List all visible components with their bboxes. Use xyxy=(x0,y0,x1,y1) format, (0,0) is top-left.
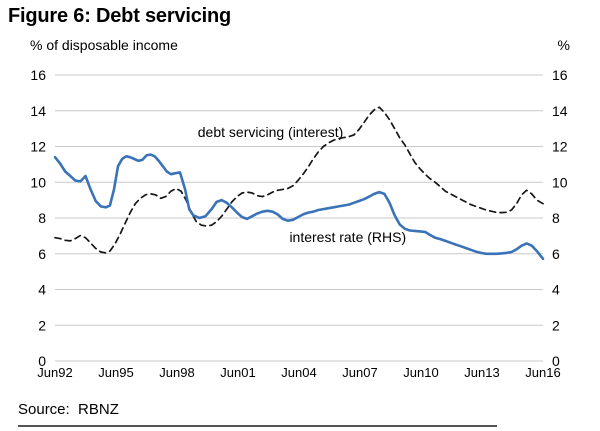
y-axis-tick-label-right: 16 xyxy=(552,67,568,83)
y-axis-tick-label-right: 2 xyxy=(552,317,560,333)
right-axis-unit-label: % xyxy=(557,37,570,53)
series-label: interest rate (RHS) xyxy=(289,229,406,245)
footer-divider xyxy=(18,425,497,427)
y-axis-tick-label-right: 4 xyxy=(552,282,560,298)
source-note: Source: RBNZ xyxy=(18,401,119,418)
x-axis-tick-label: Jun07 xyxy=(342,365,377,380)
y-axis-tick-label-left: 8 xyxy=(38,210,46,226)
x-axis-tick-label: Jun98 xyxy=(159,365,194,380)
x-axis-tick-label: Jun10 xyxy=(403,365,438,380)
y-axis-tick-label-left: 10 xyxy=(30,174,46,190)
y-axis-tick-label-left: 6 xyxy=(38,246,46,262)
y-axis-tick-label-left: 12 xyxy=(30,139,46,155)
left-axis-unit-label: % of disposable income xyxy=(30,37,178,53)
y-axis-tick-label-right: 12 xyxy=(552,139,568,155)
series-line-debt-servicing xyxy=(54,106,544,254)
y-axis-tick-label-right: 0 xyxy=(552,353,560,369)
x-axis-tick-label: Jun95 xyxy=(98,365,133,380)
y-axis-tick-label-left: 16 xyxy=(30,67,46,83)
y-axis-tick-label-right: 10 xyxy=(552,174,568,190)
y-axis-tick-label-right: 6 xyxy=(552,246,560,262)
series-line-interest-rate xyxy=(53,153,545,261)
x-axis-tick-label: Jun13 xyxy=(464,365,499,380)
y-axis-tick-label-left: 0 xyxy=(38,353,46,369)
y-axis-tick-label-right: 14 xyxy=(552,103,568,119)
x-axis-tick-label: Jun92 xyxy=(37,365,72,380)
x-axis-tick-label: Jun16 xyxy=(525,365,560,380)
y-axis-tick-label-left: 14 xyxy=(30,103,46,119)
series-label: debt servicing (interest) xyxy=(198,124,344,140)
y-axis-tick-label-right: 8 xyxy=(552,210,560,226)
x-axis-tick-label: Jun01 xyxy=(220,365,255,380)
y-axis-tick-label-left: 4 xyxy=(38,282,46,298)
figure-title: Figure 6: Debt servicing xyxy=(8,5,232,27)
x-axis-tick-label: Jun04 xyxy=(281,365,316,380)
y-axis-tick-label-left: 2 xyxy=(38,317,46,333)
